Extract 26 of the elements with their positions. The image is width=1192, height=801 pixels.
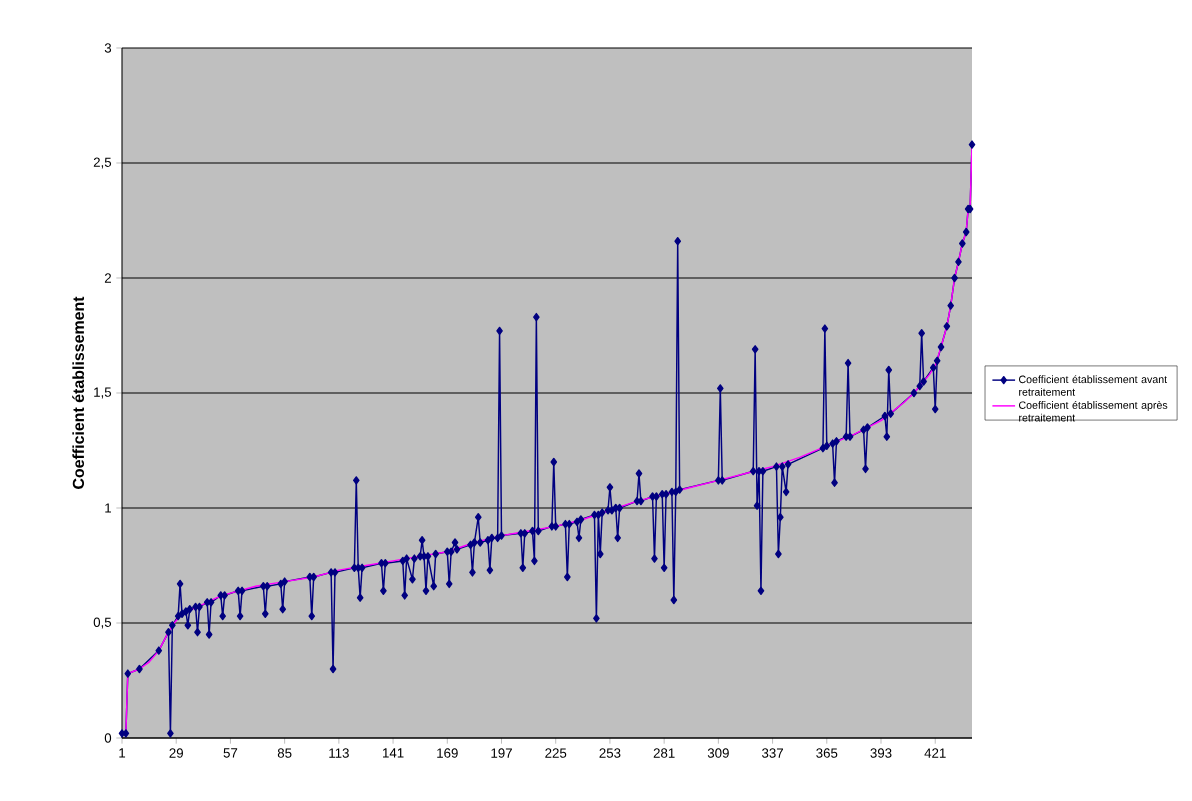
y-tick-label: 2,5 xyxy=(93,157,112,169)
y-tick-label: 1 xyxy=(105,503,111,513)
y-tick-label: 2 xyxy=(104,273,111,283)
x-tick-label: 365 xyxy=(816,748,838,758)
x-tick-label: 421 xyxy=(924,748,946,758)
x-tick-label: 29 xyxy=(169,748,183,758)
x-tick-label: 113 xyxy=(329,748,349,758)
x-tick-label: 309 xyxy=(707,748,729,758)
x-tick-label: 1 xyxy=(119,748,126,758)
y-tick-label: 0 xyxy=(104,733,112,743)
y-tick-label: 1,5 xyxy=(94,387,112,399)
x-tick-label: 281 xyxy=(653,748,675,758)
x-tick-label: 225 xyxy=(545,748,567,758)
x-tick-label: 85 xyxy=(277,748,292,758)
y-tick-label: 3 xyxy=(104,43,112,53)
x-tick-label: 197 xyxy=(491,748,512,758)
x-tick-label: 169 xyxy=(437,748,458,758)
x-tick-label: 393 xyxy=(870,748,892,758)
x-tick-label: 141 xyxy=(383,748,404,758)
legend-label: Coefficient établissement après retraitement xyxy=(1019,400,1168,422)
y-axis-title: Coefficient établissement xyxy=(72,296,85,489)
y-tick-label: 0,5 xyxy=(93,617,112,629)
x-tick-label: 337 xyxy=(762,748,783,758)
x-tick-label: 57 xyxy=(223,748,238,758)
legend-label: Coefficient établissement avant retraitement xyxy=(1019,375,1168,396)
x-tick-label: 253 xyxy=(599,748,621,758)
